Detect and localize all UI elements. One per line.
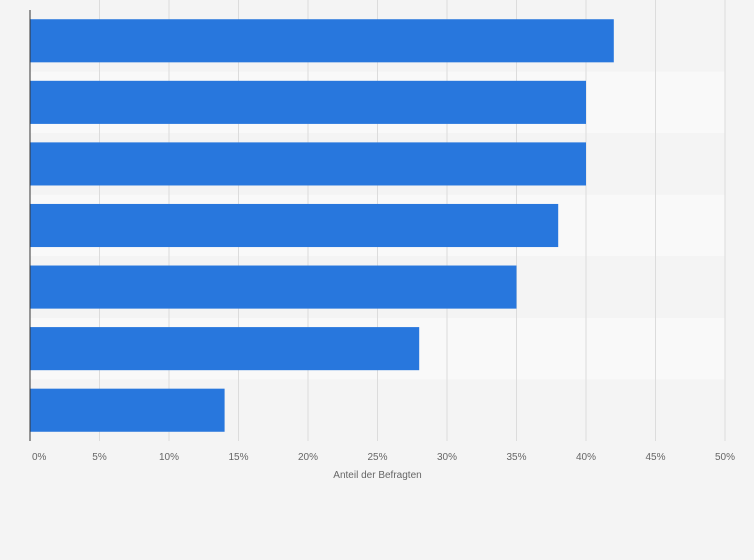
- bar[interactable]: [30, 265, 517, 309]
- bar[interactable]: [30, 388, 225, 432]
- x-tick-label: 30%: [437, 452, 457, 463]
- bars: [30, 19, 614, 432]
- x-tick-label: 50%: [715, 452, 735, 463]
- x-tick-label: 5%: [92, 452, 107, 463]
- x-tick-label: 15%: [228, 452, 248, 463]
- x-tick-label: 10%: [159, 452, 179, 463]
- bar[interactable]: [30, 142, 586, 186]
- x-tick-label: 20%: [298, 452, 318, 463]
- x-axis-title: Anteil der Befragten: [333, 470, 421, 481]
- x-tick-label: 25%: [367, 452, 387, 463]
- x-tick-label: 40%: [576, 452, 596, 463]
- x-tick-label: 45%: [645, 452, 665, 463]
- x-tick-label: 35%: [506, 452, 526, 463]
- x-tick-labels: 0% 5% 10% 15% 20% 25% 30% 35% 40% 45% 50%: [32, 452, 735, 463]
- bar[interactable]: [30, 327, 420, 371]
- bar[interactable]: [30, 19, 614, 63]
- bar[interactable]: [30, 80, 586, 124]
- bar[interactable]: [30, 203, 559, 248]
- x-tick-label: 0%: [32, 452, 47, 463]
